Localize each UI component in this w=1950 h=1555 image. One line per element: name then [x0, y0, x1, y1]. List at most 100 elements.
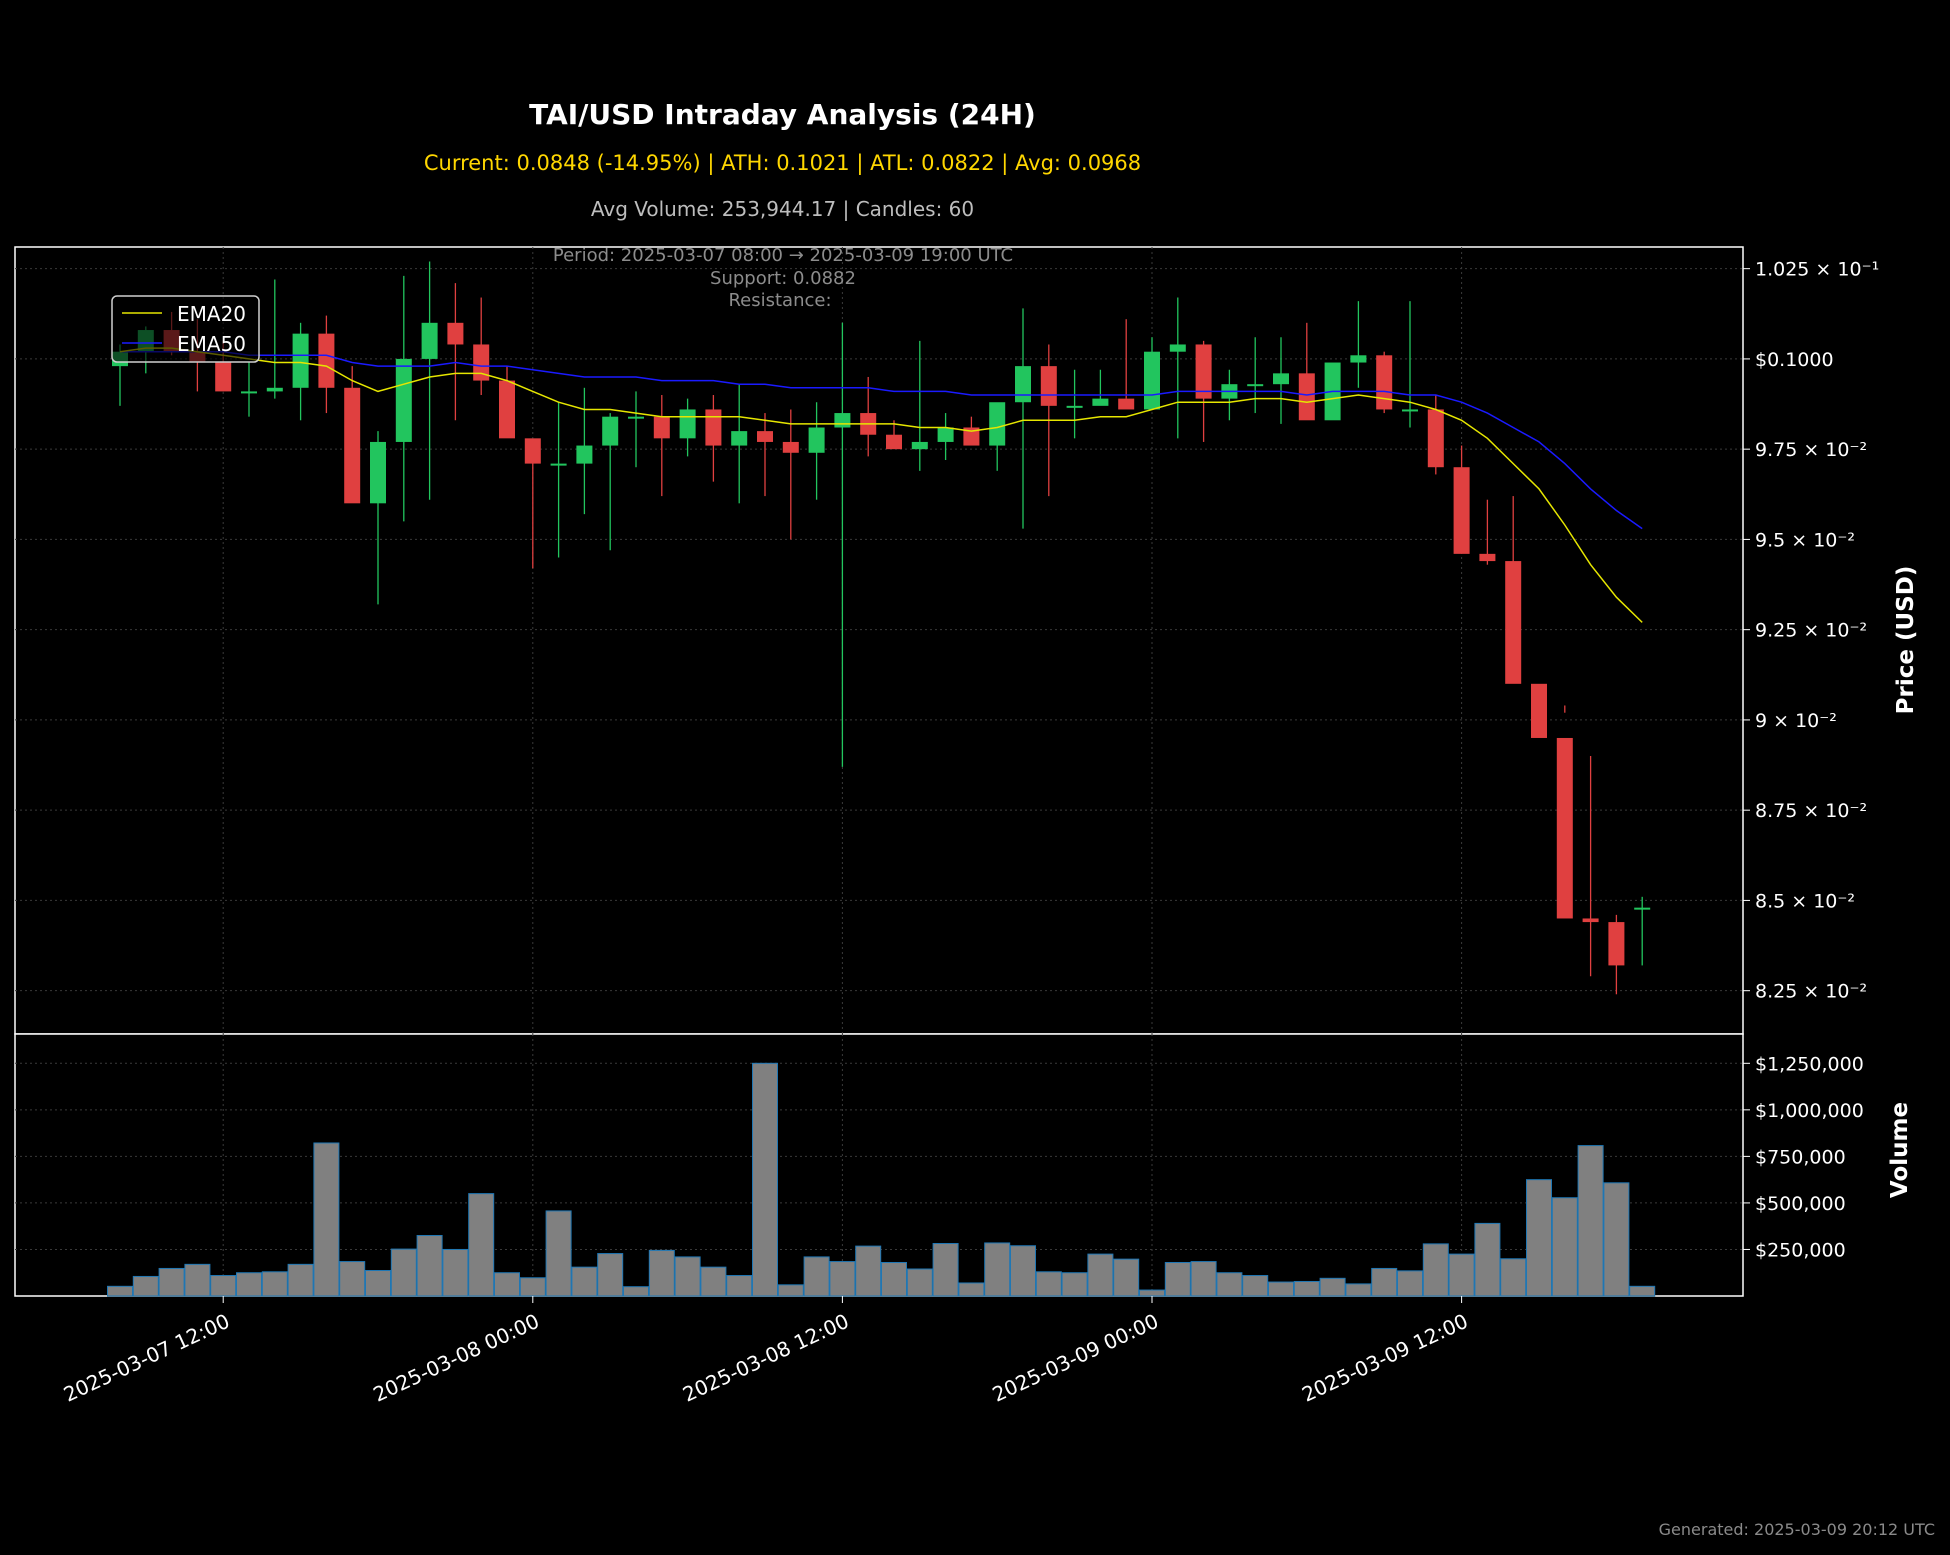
price-axis-label: Price (USD) — [1893, 566, 1919, 715]
volume-bar — [1035, 1271, 1062, 1297]
price-tick-label: 9.75 × 10⁻² — [1755, 439, 1867, 461]
volume-tick-label: $250,000 — [1755, 1239, 1846, 1261]
legend-ema20-label: EMA20 — [177, 302, 246, 326]
price-tick-label: 9.25 × 10⁻² — [1755, 620, 1867, 642]
price-tick-label: $0.1000 — [1755, 349, 1834, 371]
candle-body-up — [989, 402, 1006, 446]
candle-body-down — [1505, 561, 1522, 684]
volume-bar — [494, 1272, 520, 1297]
candle-body-down — [1556, 737, 1573, 919]
volume-bar — [390, 1248, 417, 1297]
volume-bar — [623, 1286, 649, 1297]
volume-bar — [1113, 1258, 1140, 1297]
volume-bar — [1190, 1261, 1217, 1297]
candle-body-down — [499, 380, 515, 439]
ema20-line — [119, 347, 1643, 623]
candle-body-up — [808, 427, 825, 453]
volume-bar — [1164, 1261, 1191, 1297]
period-annotation: Period: 2025-03-07 08:00 → 2025-03-09 19… — [553, 245, 1013, 266]
time-tick-label: 2025-03-08 12:00 — [679, 1309, 852, 1407]
candle-body-up — [679, 409, 696, 439]
candle-body-up — [395, 358, 412, 442]
volume-bar — [1293, 1280, 1320, 1297]
volume-bar — [1010, 1245, 1036, 1297]
volume-bar — [752, 1062, 778, 1297]
volume-bar — [1629, 1285, 1656, 1297]
volume-bar — [442, 1248, 469, 1297]
volume-bar — [958, 1282, 985, 1297]
volume-bar — [597, 1253, 624, 1297]
volume-tick-label: $1,250,000 — [1755, 1053, 1864, 1075]
volume-bar — [261, 1271, 288, 1297]
volume-bar — [1422, 1243, 1449, 1297]
candle-body-up — [370, 441, 386, 504]
candle-body-down — [1479, 553, 1496, 562]
candle-body-down — [1608, 922, 1625, 966]
volume-bar — [236, 1272, 262, 1297]
price-tick-label: 1.025 × 10⁻¹ — [1755, 259, 1879, 281]
volume-bar — [1448, 1253, 1475, 1297]
candle-body-up — [292, 333, 309, 388]
candle-body-up — [550, 463, 567, 466]
candle-body-down — [782, 441, 799, 453]
chart-subtitle-stats: Current: 0.0848 (-14.95%) | ATH: 0.1021 … — [423, 151, 1142, 175]
volume-bar — [1139, 1289, 1165, 1297]
price-tick-label: 9.5 × 10⁻² — [1755, 529, 1855, 551]
volume-tick-label: $500,000 — [1755, 1193, 1846, 1215]
candle-body-up — [1634, 907, 1651, 910]
volume-bar — [1526, 1179, 1552, 1297]
candle-body-down — [1531, 683, 1547, 738]
resistance-annotation: Resistance: — [728, 290, 831, 311]
volume-bar — [648, 1249, 675, 1297]
candle-body-up — [421, 322, 438, 359]
candle-body-down — [1118, 398, 1135, 410]
candle-body-down — [1453, 467, 1470, 554]
volume-bar — [1345, 1283, 1372, 1297]
time-tick-label: 2025-03-07 12:00 — [60, 1309, 233, 1407]
volume-bar — [803, 1256, 830, 1297]
candle-body-up — [266, 387, 283, 392]
candle-body-up — [1066, 405, 1083, 408]
candle-body-down — [344, 387, 361, 504]
volume-bar — [416, 1235, 443, 1297]
volume-bar — [1087, 1253, 1114, 1297]
volume-bar — [184, 1263, 211, 1297]
candle-body-down — [1195, 344, 1212, 399]
volume-bar — [158, 1267, 185, 1297]
candle-body-up — [576, 445, 593, 464]
candle-body-up — [1169, 344, 1186, 352]
candle-body-up — [731, 431, 748, 446]
candle-body-up — [1273, 373, 1289, 385]
candle-body-down — [1298, 373, 1315, 421]
support-annotation: Support: 0.0882 — [710, 268, 856, 289]
candle-body-down — [653, 416, 670, 439]
candle-body-up — [911, 441, 928, 450]
volume-bar — [984, 1242, 1011, 1297]
volume-bar — [932, 1243, 959, 1297]
price-tick-label: 8.5 × 10⁻² — [1755, 890, 1855, 912]
volume-bar — [287, 1263, 314, 1297]
candle-body-up — [1015, 366, 1031, 403]
volume-bar — [1474, 1222, 1501, 1297]
price-tick-label: 8.75 × 10⁻² — [1755, 800, 1867, 822]
candle-body-up — [1144, 351, 1160, 410]
candle-body-down — [963, 427, 980, 446]
legend-ema50-label: EMA50 — [177, 332, 246, 356]
volume-bar — [855, 1245, 882, 1297]
candle-body-down — [524, 438, 541, 464]
candle-body-up — [602, 416, 619, 446]
generated-timestamp: Generated: 2025-03-09 20:12 UTC — [1658, 1520, 1935, 1539]
candle-body-down — [473, 344, 490, 381]
volume-bar — [519, 1277, 546, 1297]
candle-body-up — [1402, 409, 1418, 412]
time-tick-label: 2025-03-08 00:00 — [369, 1309, 542, 1407]
volume-bar — [1268, 1281, 1294, 1297]
candle-body-up — [937, 427, 954, 442]
volume-bar — [1551, 1197, 1578, 1297]
volume-bar — [107, 1285, 133, 1297]
time-tick-label: 2025-03-09 12:00 — [1298, 1309, 1471, 1407]
volume-bar — [1577, 1145, 1604, 1297]
volume-bar — [365, 1269, 391, 1297]
volume-bar — [700, 1266, 727, 1297]
